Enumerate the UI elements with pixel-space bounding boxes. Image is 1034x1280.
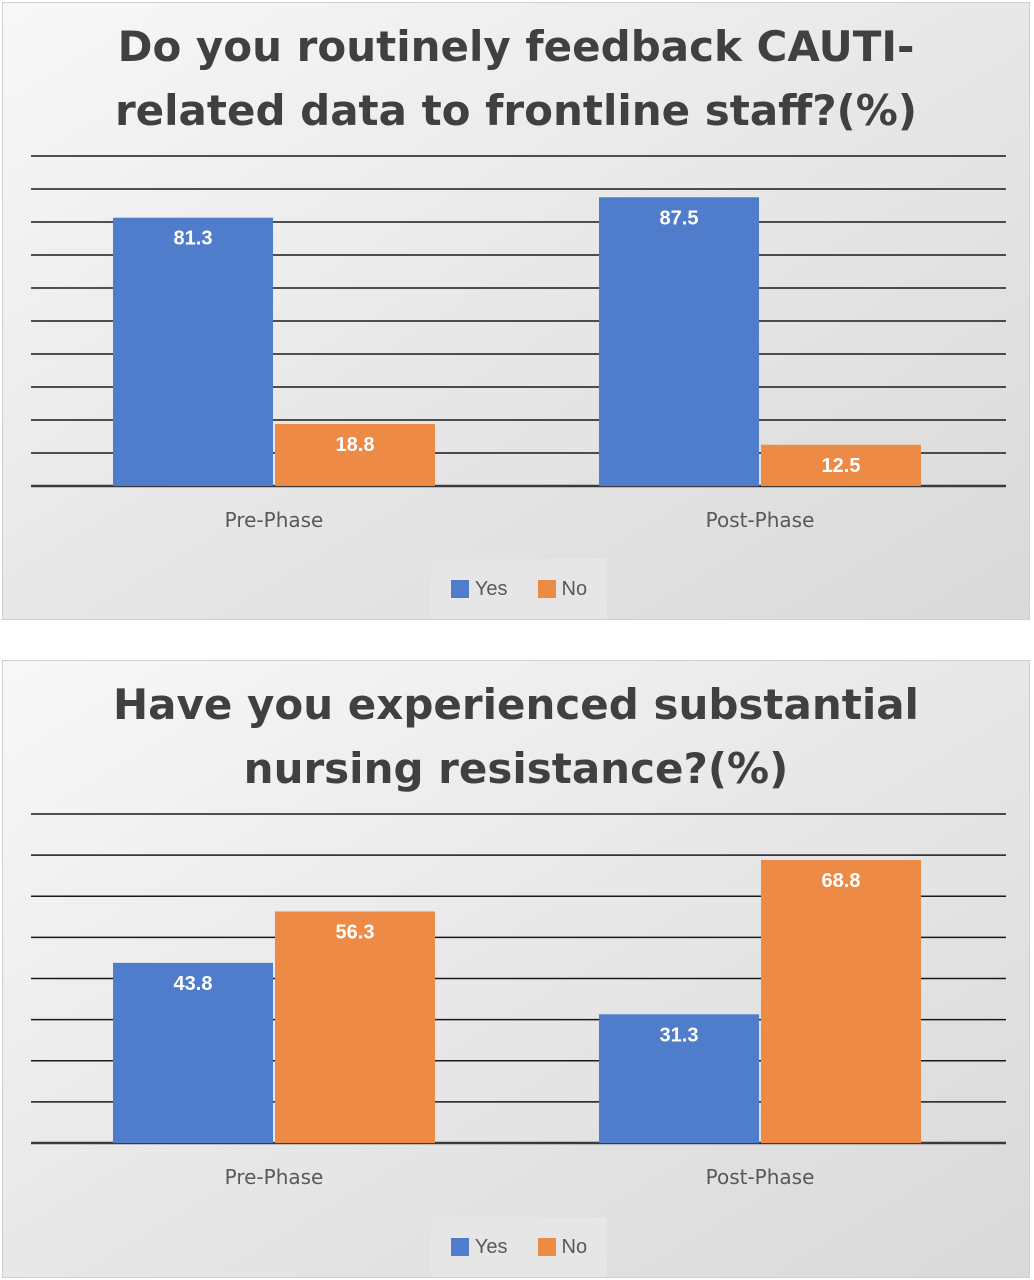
legend-swatch-no: [537, 580, 556, 598]
chart-panel-2: Have you experienced substantial nursing…: [2, 660, 1030, 1278]
chart-panel-1: Do you routinely feedback CAUTI-related …: [2, 2, 1030, 620]
legend-swatch-no: [537, 1238, 556, 1256]
legend-item-yes: Yes: [450, 577, 508, 601]
category-label: Post-Phase: [706, 1165, 815, 1189]
bar-yes-post-phase: [599, 1014, 759, 1143]
data-label: 31.3: [660, 1024, 699, 1046]
category-label: Post-Phase: [706, 508, 815, 532]
data-label: 43.8: [174, 973, 213, 995]
bar-chart-1: 81.3 18.8 Pre-Phase 87.5 12.5 Post-Phase: [31, 155, 1006, 532]
bar-no-post-phase: [761, 860, 921, 1143]
legend-swatch-yes: [450, 580, 469, 598]
bar-yes-post-phase: [599, 197, 759, 486]
chart-title: Have you experienced substantial nursing…: [113, 680, 919, 793]
bar-chart-2: 43.8 56.3 Pre-Phase 31.3 68.8 Post-Phase: [31, 813, 1006, 1189]
category-label: Pre-Phase: [225, 1165, 324, 1189]
legend-item-no: No: [537, 1235, 588, 1259]
legend-swatch-yes: [450, 1238, 469, 1256]
data-label: 18.8: [336, 434, 375, 456]
legend-item-no: No: [537, 577, 588, 601]
data-label: 87.5: [660, 207, 699, 229]
legend: Yes No: [431, 1217, 607, 1277]
bar-no-post-phase: [761, 444, 921, 486]
data-label: 81.3: [174, 228, 213, 250]
legend-item-yes: Yes: [450, 1235, 508, 1259]
legend: Yes No: [431, 559, 607, 619]
legend-label-yes: Yes: [474, 577, 508, 600]
data-label: 56.3: [336, 921, 375, 943]
bar-no-pre-phase: [275, 911, 435, 1143]
bar-yes-pre-phase: [113, 217, 273, 486]
legend-label-no: No: [561, 1235, 588, 1258]
legend-label-no: No: [561, 577, 588, 600]
legend-label-yes: Yes: [474, 1235, 508, 1258]
chart-title: Do you routinely feedback CAUTI-related …: [114, 22, 918, 135]
category-label: Pre-Phase: [225, 508, 324, 532]
data-label: 12.5: [822, 455, 861, 477]
data-label: 68.8: [822, 870, 861, 892]
bar-yes-pre-phase: [113, 962, 273, 1143]
bar-no-pre-phase: [275, 423, 435, 486]
